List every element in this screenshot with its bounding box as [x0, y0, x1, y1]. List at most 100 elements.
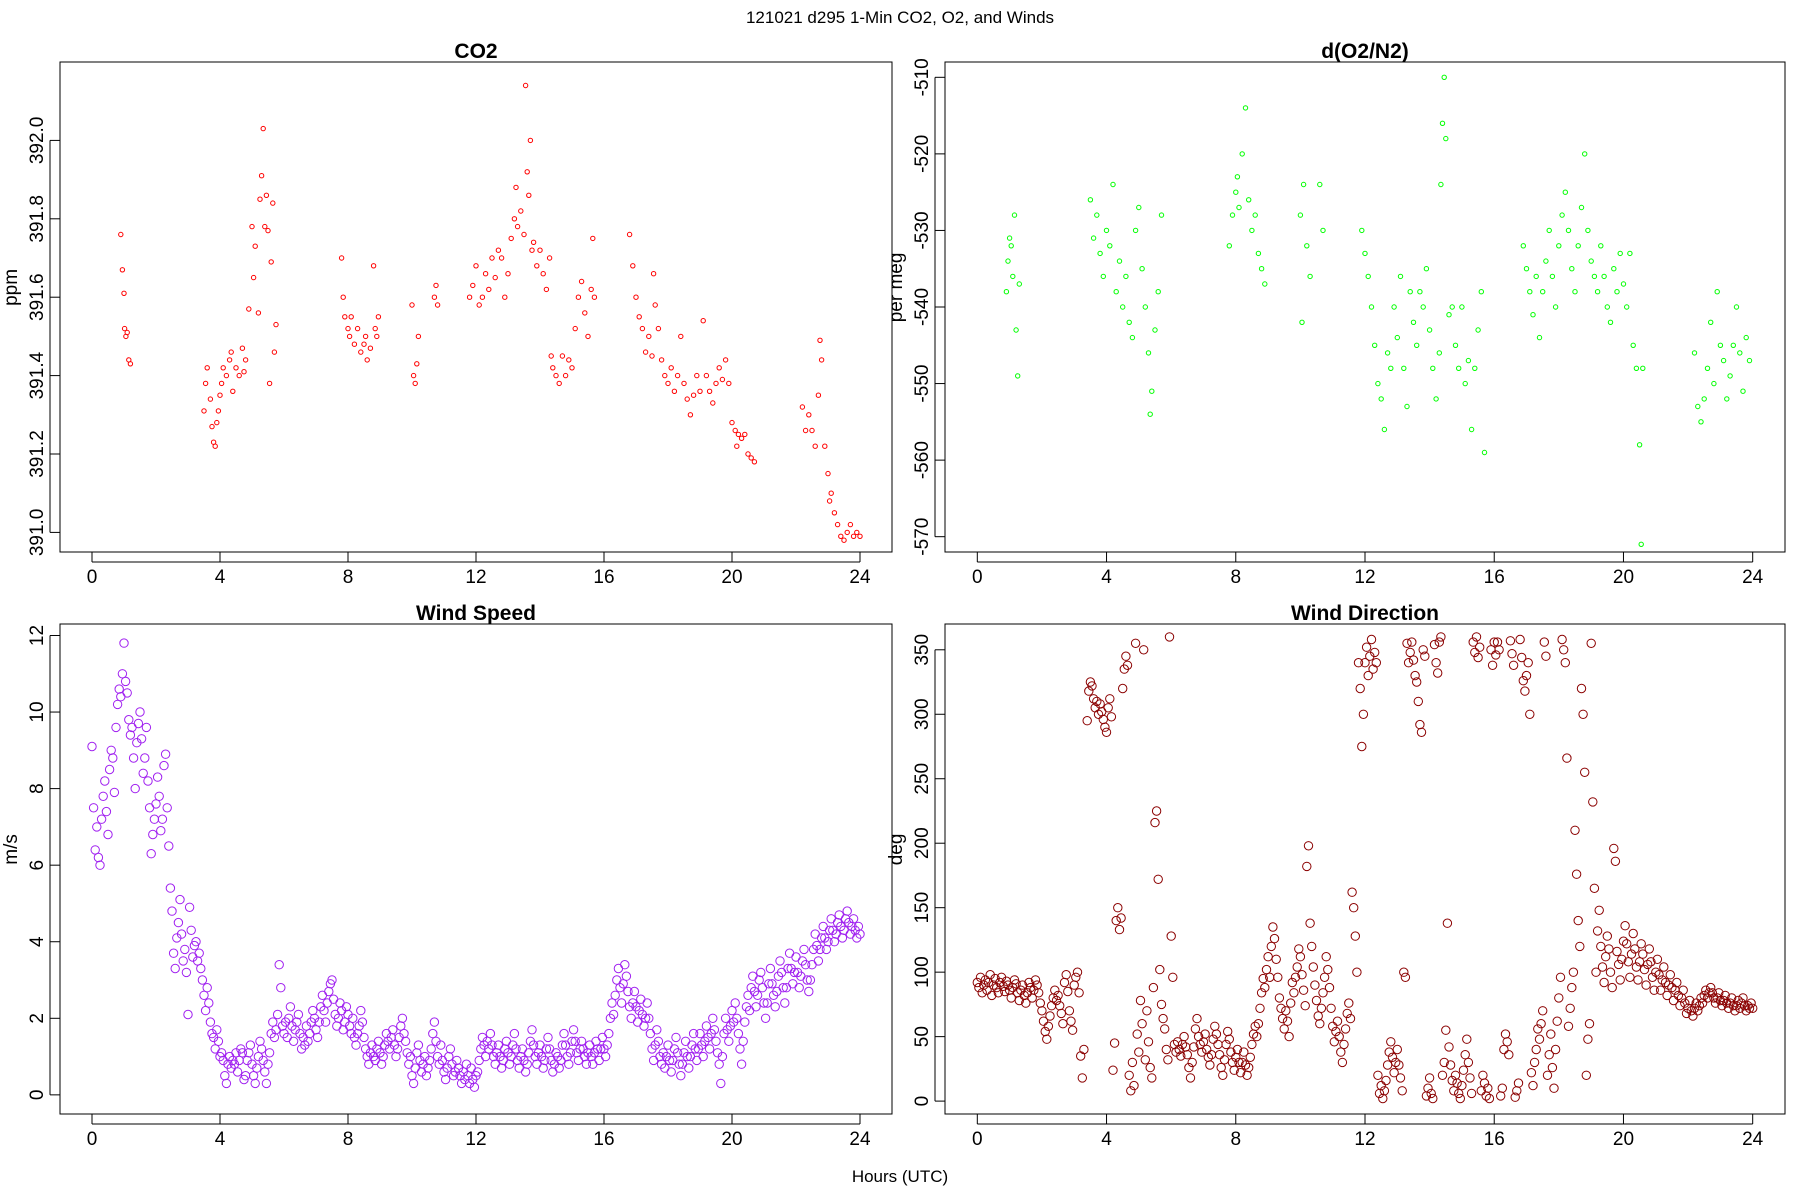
data-point: [1239, 1047, 1249, 1057]
data-point: [703, 372, 710, 379]
data-point: [1362, 250, 1368, 257]
data-point: [1417, 289, 1423, 295]
data-point: [1370, 647, 1380, 658]
data-point: [788, 979, 798, 989]
data-point: [626, 1013, 636, 1023]
data-point: [1071, 972, 1081, 982]
data-point: [1463, 1057, 1474, 1068]
data-point: [646, 333, 652, 340]
data-point: [1237, 1057, 1247, 1068]
data-point: [233, 365, 239, 371]
data-point: [1130, 638, 1141, 648]
data-point: [124, 329, 130, 336]
data-point: [1404, 403, 1410, 410]
data-point: [440, 1074, 451, 1085]
data-point: [1340, 1024, 1351, 1034]
data-point: [1299, 319, 1305, 325]
data-point: [644, 1013, 654, 1023]
data-point: [1487, 660, 1498, 670]
data-point: [1303, 841, 1314, 851]
data-point: [543, 286, 550, 293]
data-point: [1050, 985, 1060, 995]
data-point: [397, 1013, 408, 1023]
data-point: [1540, 289, 1546, 295]
data-point: [338, 255, 345, 261]
data-point: [1366, 634, 1377, 645]
data-point: [1468, 426, 1475, 433]
x-tick-label-o2: 24: [1742, 567, 1764, 588]
data-point: [474, 1055, 484, 1066]
data-point: [1034, 988, 1044, 998]
data-point: [1424, 1073, 1435, 1083]
data-point: [717, 1051, 728, 1062]
data-point: [1588, 797, 1598, 807]
data-point: [668, 365, 674, 371]
data-point: [1101, 727, 1112, 737]
data-point: [485, 1028, 496, 1039]
data-point: [1323, 964, 1333, 975]
data-point: [1305, 918, 1315, 928]
data-point: [1602, 931, 1613, 941]
data-point: [1108, 1065, 1118, 1075]
data-point: [1158, 1013, 1168, 1024]
data-point: [648, 1055, 659, 1066]
data-point: [1436, 632, 1446, 642]
data-point: [1232, 1044, 1243, 1055]
data-point: [809, 427, 815, 434]
data-point: [616, 998, 627, 1008]
data-point: [748, 971, 758, 981]
data-point: [1486, 645, 1496, 655]
data-point: [1585, 227, 1591, 234]
data-point: [834, 910, 844, 920]
data-point: [1134, 1047, 1144, 1057]
data-point: [604, 1028, 614, 1039]
data-point: [572, 325, 578, 332]
data-point: [1324, 982, 1335, 993]
data-point: [1256, 988, 1267, 998]
data-point: [535, 1040, 545, 1050]
data-point: [1691, 350, 1698, 356]
data-point: [1368, 304, 1375, 310]
data-point: [1273, 972, 1283, 982]
data-point: [1148, 982, 1159, 993]
data-point: [1358, 709, 1369, 719]
data-point: [700, 318, 706, 324]
data-point: [1626, 949, 1637, 959]
data-point: [1394, 1060, 1404, 1070]
data-point: [1051, 995, 1062, 1006]
data-point: [559, 1028, 569, 1039]
data-point: [581, 1059, 592, 1069]
data-point: [1554, 993, 1564, 1003]
data-point: [1724, 396, 1730, 402]
data-point: [413, 1040, 424, 1050]
data-point: [736, 1059, 747, 1069]
y-tick-label-wind-speed: 0: [27, 1090, 48, 1101]
data-point: [148, 829, 158, 840]
data-point: [1720, 357, 1727, 364]
data-point: [257, 196, 263, 202]
data-point: [784, 948, 795, 958]
data-point: [1640, 365, 1646, 371]
data-point: [1014, 995, 1024, 1006]
data-point: [1282, 1016, 1293, 1026]
data-point: [834, 521, 841, 528]
data-point: [191, 937, 201, 947]
data-point: [767, 979, 777, 989]
data-point: [564, 1059, 574, 1069]
data-point: [652, 302, 658, 308]
data-point: [1562, 189, 1569, 195]
data-point: [255, 1036, 265, 1047]
data-point: [322, 998, 332, 1008]
data-point: [1489, 637, 1499, 647]
data-point: [1559, 645, 1569, 655]
data-point: [1500, 1029, 1511, 1039]
data-point: [1252, 1031, 1262, 1042]
data-point: [1135, 995, 1146, 1006]
data-point: [734, 443, 740, 449]
data-point: [324, 986, 334, 997]
data-point: [1647, 972, 1658, 982]
data-point: [1521, 670, 1532, 681]
data-point: [1430, 365, 1436, 371]
data-point: [1578, 204, 1585, 211]
data-point: [263, 192, 270, 199]
